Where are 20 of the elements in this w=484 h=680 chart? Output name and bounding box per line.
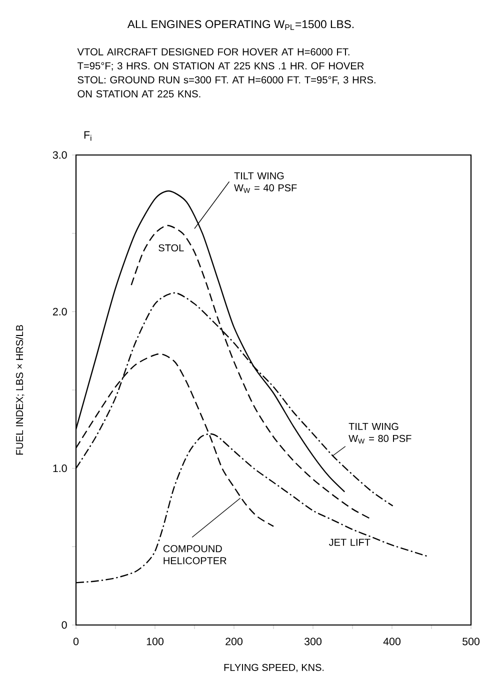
series-label: JET LIFT: [328, 538, 370, 546]
y-tick-label: 3.0: [52, 151, 67, 159]
series-label: STOL: [158, 244, 184, 252]
x-tick-label: 0: [73, 638, 78, 646]
x-tick-label: 300: [304, 638, 322, 646]
y-axis-title: FUEL INDEX; LBS × HRS/LB: [16, 325, 24, 455]
y-tick-label: 2.0: [52, 308, 67, 316]
x-tick-label: 400: [383, 638, 400, 646]
text: F$_{i}$: [84, 131, 92, 141]
x-axis-title: FLYING SPEED, KNS.: [224, 664, 324, 672]
x-tick-label: 100: [146, 638, 164, 646]
chart-title: ALL ENGINES OPERATING W$_{PL}$=1500 LBS.: [127, 20, 354, 30]
y-tick-label: 1.0: [53, 464, 67, 472]
series-label: TILT WING W$_{W}$ = 80 PSF: [348, 422, 412, 444]
x-tick-label: 500: [462, 638, 480, 646]
text: TILT WING W$_{W}$ = 40 PSF: [234, 172, 297, 193]
y-tick-label: 0: [62, 621, 67, 629]
chart-subtitle: VTOL AIRCRAFT DESIGNED FOR HOVER AT H=6000 FT. T=95°F; 3 HRS. ON STATION AT 225 KNS .1 HR. OF HOVER STOL: GROUND RUN s=300 FT. AT H=6000 FT. T=95°F, 3 HRS. ON STATION AT 225 KNS.: [77, 48, 376, 98]
x-tick-label: 200: [225, 638, 242, 646]
text: COMPOUND HELICOPTER: [163, 545, 226, 564]
